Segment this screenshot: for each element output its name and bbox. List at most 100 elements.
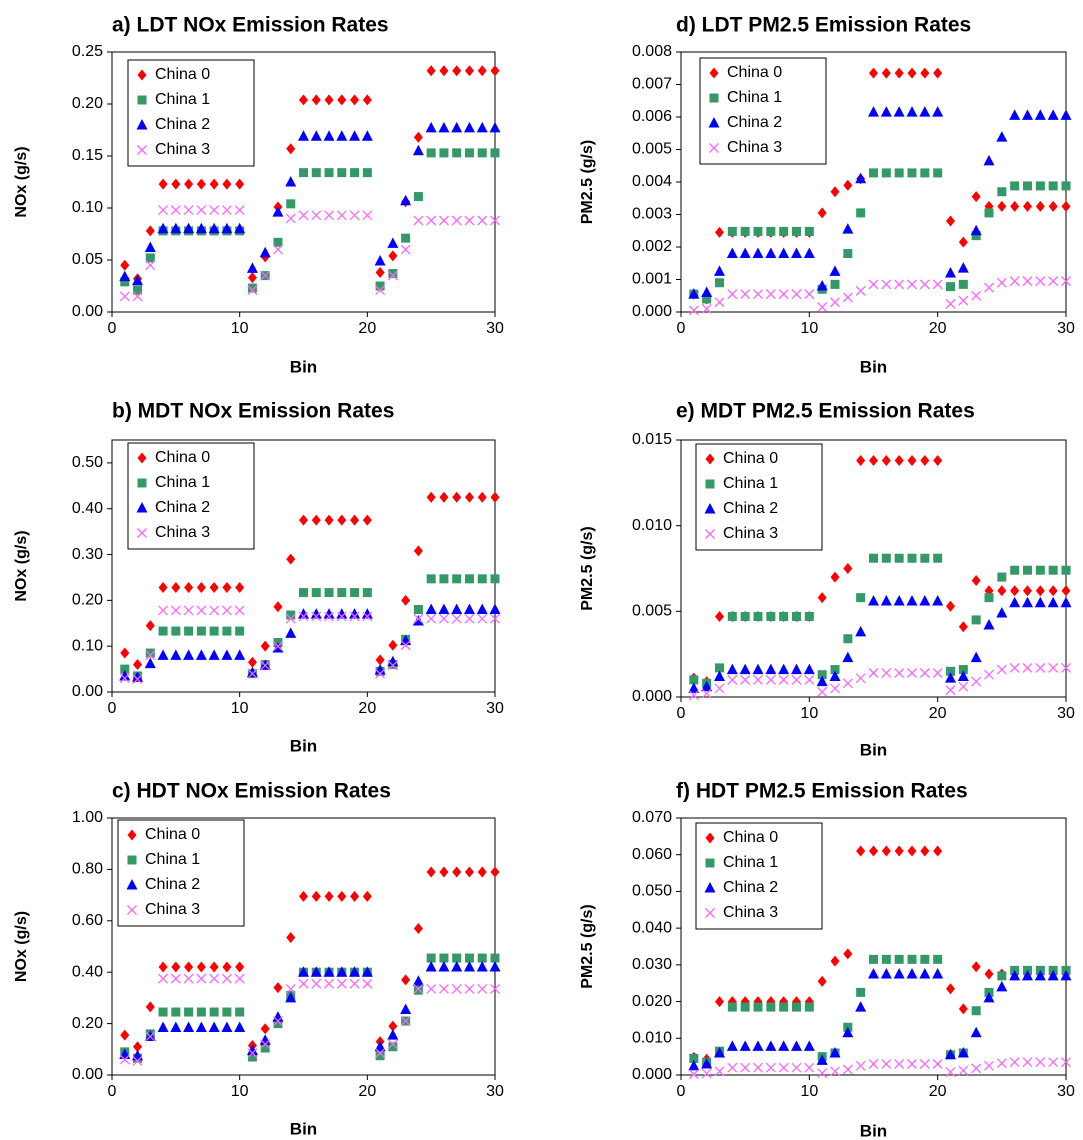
- data-point: [196, 178, 206, 190]
- x-axis-label: Bin: [290, 357, 317, 376]
- data-point: [336, 130, 348, 141]
- data-point: [477, 574, 487, 584]
- data-point: [829, 265, 841, 276]
- data-point: [489, 121, 501, 133]
- data-point: [907, 168, 917, 178]
- data-point: [817, 592, 827, 604]
- data-point: [855, 172, 867, 184]
- data-point: [714, 683, 725, 694]
- data-point: [132, 291, 143, 302]
- data-point: [426, 613, 437, 624]
- data-point: [997, 572, 1007, 582]
- x-axis-label: Bin: [860, 357, 887, 376]
- data-point: [209, 626, 219, 636]
- legend-label: China 3: [723, 904, 778, 921]
- data-point: [1061, 200, 1071, 212]
- data-point: [779, 1002, 789, 1012]
- data-point: [868, 595, 879, 606]
- data-point: [144, 657, 156, 669]
- data-point: [426, 491, 436, 503]
- y-tick-label: 0.60: [72, 912, 103, 929]
- data-point: [803, 247, 815, 258]
- data-point: [1009, 596, 1021, 608]
- data-point: [817, 207, 827, 219]
- data-point: [779, 611, 789, 621]
- data-point: [170, 222, 182, 234]
- data-point: [933, 67, 943, 79]
- data-point: [209, 178, 219, 190]
- data-point: [235, 178, 245, 190]
- data-point: [349, 978, 360, 989]
- data-point: [1035, 181, 1045, 191]
- legend-marker: [708, 117, 720, 128]
- data-point: [273, 244, 283, 255]
- data-point: [477, 148, 487, 158]
- data-point: [881, 67, 891, 79]
- data-point: [842, 678, 853, 689]
- data-point: [752, 663, 764, 675]
- data-point: [477, 215, 488, 226]
- data-point: [907, 279, 917, 290]
- data-point: [183, 1021, 195, 1032]
- legend-marker: [136, 502, 148, 513]
- legend-marker: [704, 882, 716, 893]
- data-point: [337, 168, 347, 178]
- data-point: [792, 226, 801, 236]
- data-point: [285, 983, 296, 994]
- data-point: [881, 455, 891, 467]
- data-point: [490, 491, 500, 503]
- data-point: [816, 1054, 828, 1065]
- data-point: [158, 205, 169, 216]
- data-point: [362, 210, 373, 221]
- data-point: [209, 605, 220, 616]
- data-point: [158, 973, 169, 984]
- data-point: [919, 279, 930, 290]
- data-point: [361, 130, 373, 141]
- series-3: [688, 968, 1072, 1071]
- data-point: [208, 222, 220, 234]
- data-point: [779, 226, 789, 236]
- legend-label: China 0: [155, 66, 210, 83]
- x-tick-label: 10: [800, 320, 818, 337]
- data-point: [337, 514, 347, 526]
- legend: China 0 China 1 China 2 China 3: [127, 442, 255, 550]
- data-point: [337, 890, 347, 902]
- data-point: [996, 131, 1008, 142]
- y-tick-label: 0.004: [632, 173, 672, 190]
- y-tick-label: 0.20: [72, 95, 103, 112]
- legend-label: China 1: [727, 89, 782, 106]
- data-point: [361, 966, 373, 977]
- data-point: [285, 991, 297, 1003]
- data-point: [726, 247, 738, 258]
- data-point: [388, 250, 398, 262]
- legend-label: China 3: [155, 524, 210, 541]
- data-point: [490, 65, 500, 77]
- data-point: [260, 640, 270, 652]
- data-point: [247, 656, 257, 668]
- data-point: [932, 668, 943, 678]
- data-point: [842, 651, 854, 663]
- data-point: [221, 1021, 233, 1032]
- data-point: [880, 968, 892, 979]
- data-point: [932, 595, 944, 606]
- data-point: [144, 241, 156, 253]
- data-point: [920, 67, 930, 79]
- chart-title: a) LDT NOx Emission Rates: [112, 14, 389, 37]
- data-point: [222, 961, 232, 973]
- data-point: [349, 130, 361, 141]
- data-point: [463, 603, 475, 615]
- data-point: [907, 668, 917, 678]
- data-point: [830, 571, 840, 583]
- data-point: [817, 1068, 828, 1079]
- data-point: [1022, 596, 1033, 608]
- x-tick-label: 30: [486, 320, 504, 337]
- data-point: [856, 208, 866, 218]
- y-tick-label: 0.007: [632, 76, 672, 93]
- data-point: [413, 215, 424, 226]
- data-point: [234, 1021, 246, 1032]
- data-point: [158, 961, 168, 973]
- data-point: [246, 1044, 258, 1056]
- data-point: [195, 1021, 207, 1032]
- data-point: [209, 973, 220, 984]
- data-point: [336, 966, 348, 977]
